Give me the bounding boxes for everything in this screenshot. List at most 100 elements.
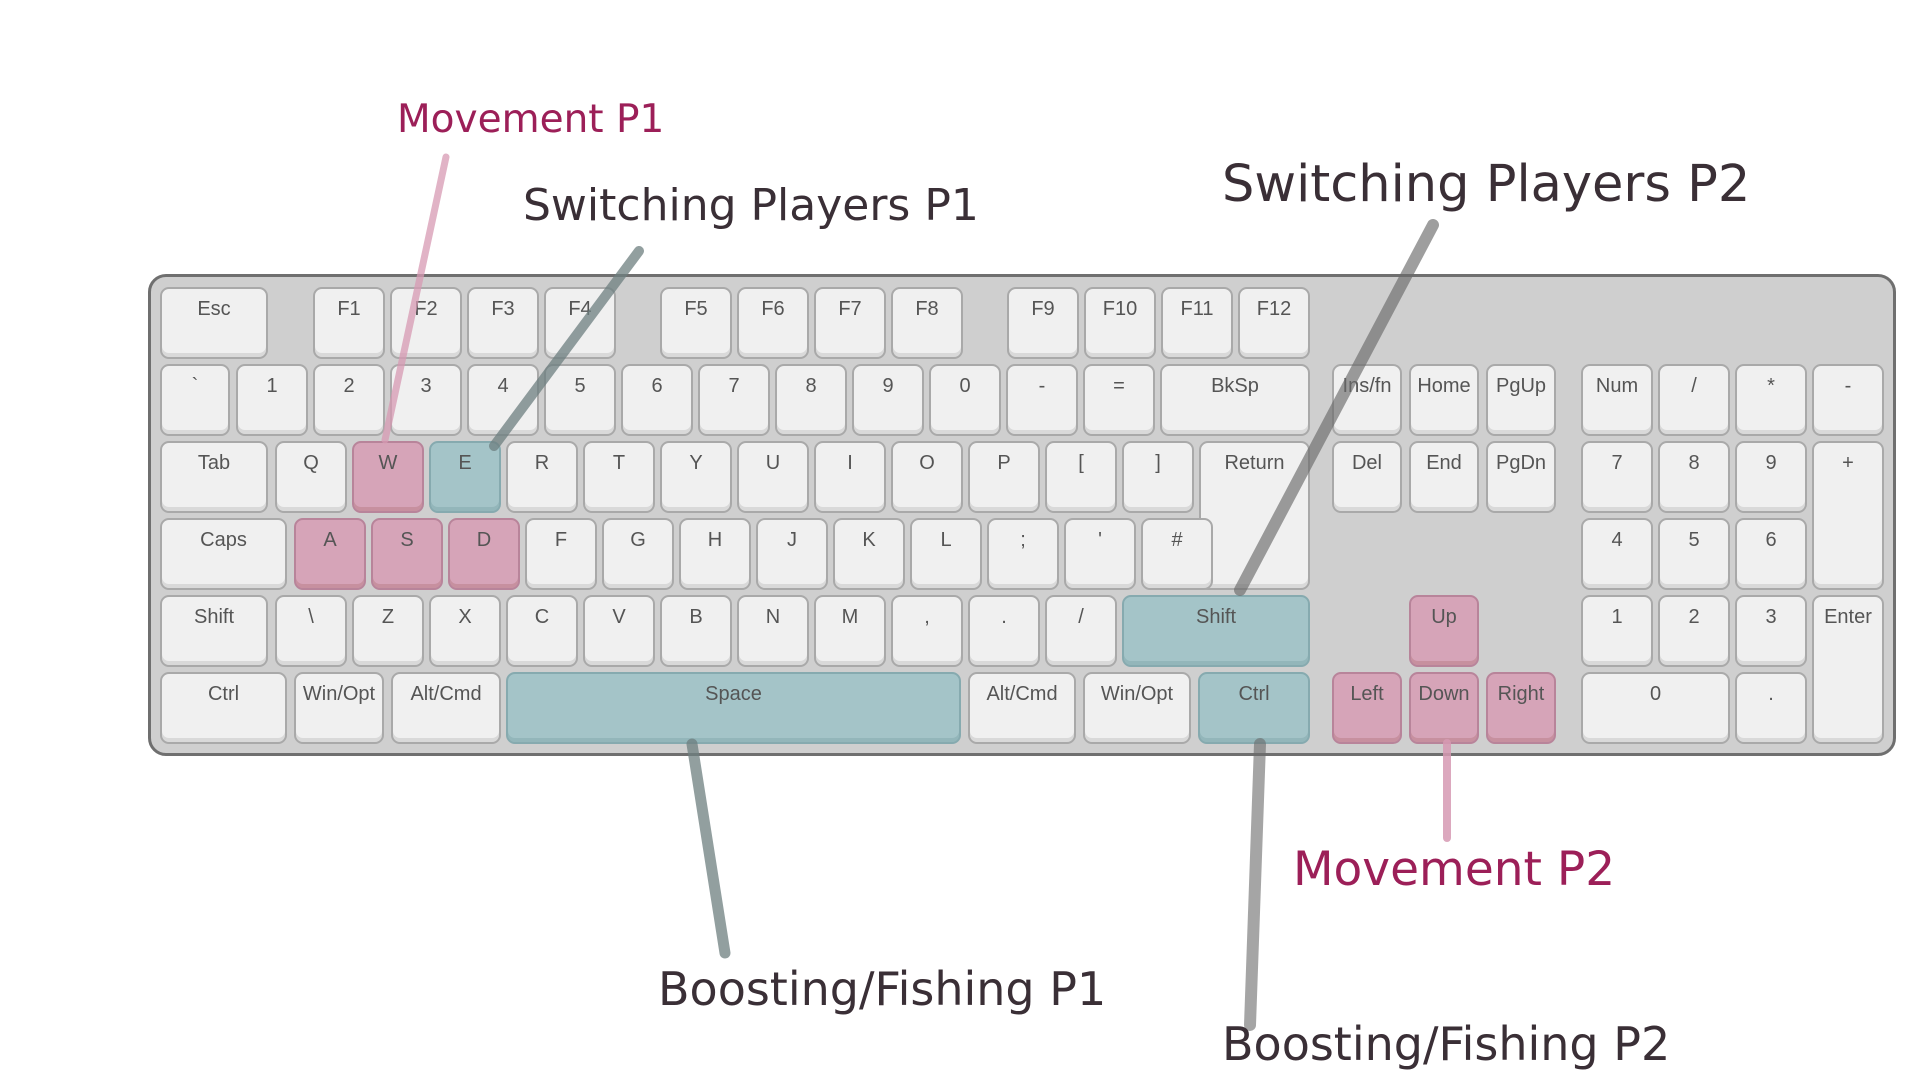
key-np-3[interactable]: 3	[1735, 595, 1807, 667]
key-np-9[interactable]: 9	[1735, 441, 1807, 513]
key-equals[interactable]: =	[1083, 364, 1155, 436]
key-lctrl[interactable]: Ctrl	[160, 672, 287, 744]
key-v[interactable]: V	[583, 595, 655, 667]
key-f9[interactable]: F9	[1007, 287, 1079, 359]
key-r[interactable]: R	[506, 441, 578, 513]
key-1[interactable]: 1	[236, 364, 308, 436]
key-j[interactable]: J	[756, 518, 828, 590]
key-minus[interactable]: -	[1006, 364, 1078, 436]
key-rshift[interactable]: Shift	[1122, 595, 1310, 667]
key-c[interactable]: C	[506, 595, 578, 667]
key-rwin[interactable]: Win/Opt	[1083, 672, 1191, 744]
key-pgup[interactable]: PgUp	[1486, 364, 1556, 436]
key-np-7[interactable]: 7	[1581, 441, 1653, 513]
key-semicolon[interactable]: ;	[987, 518, 1059, 590]
key-6[interactable]: 6	[621, 364, 693, 436]
key-f1[interactable]: F1	[313, 287, 385, 359]
key-del[interactable]: Del	[1332, 441, 1402, 513]
key-q[interactable]: Q	[275, 441, 347, 513]
key-f6[interactable]: F6	[737, 287, 809, 359]
key-backslash[interactable]: \	[275, 595, 347, 667]
key-m[interactable]: M	[814, 595, 886, 667]
key-np-0[interactable]: 0	[1581, 672, 1730, 744]
key-t[interactable]: T	[583, 441, 655, 513]
key-comma[interactable]: ,	[891, 595, 963, 667]
label-movement-p1: Movement P1	[397, 97, 665, 142]
key-f12[interactable]: F12	[1238, 287, 1310, 359]
key-esc[interactable]: Esc	[160, 287, 268, 359]
key-right[interactable]: Right	[1486, 672, 1556, 744]
key-u[interactable]: U	[737, 441, 809, 513]
key-d[interactable]: D	[448, 518, 520, 590]
key-f10[interactable]: F10	[1084, 287, 1156, 359]
label-movement-p2: Movement P2	[1293, 842, 1616, 897]
key-a[interactable]: A	[294, 518, 366, 590]
key-np-star[interactable]: *	[1735, 364, 1807, 436]
key-caps[interactable]: Caps	[160, 518, 287, 590]
key-n[interactable]: N	[737, 595, 809, 667]
key-f11[interactable]: F11	[1161, 287, 1233, 359]
label-switching-players-p1: Switching Players P1	[523, 180, 979, 231]
key-w[interactable]: W	[352, 441, 424, 513]
key-b[interactable]: B	[660, 595, 732, 667]
key-slash[interactable]: /	[1045, 595, 1117, 667]
key-l[interactable]: L	[910, 518, 982, 590]
key-s[interactable]: S	[371, 518, 443, 590]
key-h[interactable]: H	[679, 518, 751, 590]
key-0[interactable]: 0	[929, 364, 1001, 436]
key-lalt[interactable]: Alt/Cmd	[391, 672, 501, 744]
key-lshift[interactable]: Shift	[160, 595, 268, 667]
key-np-1[interactable]: 1	[1581, 595, 1653, 667]
key-f[interactable]: F	[525, 518, 597, 590]
key-num[interactable]: Num	[1581, 364, 1653, 436]
key-np-dot[interactable]: .	[1735, 672, 1807, 744]
key-f8[interactable]: F8	[891, 287, 963, 359]
key-period[interactable]: .	[968, 595, 1040, 667]
label-boosting-fishing-p1: Boosting/Fishing P1	[658, 962, 1107, 1016]
key-pgdn[interactable]: PgDn	[1486, 441, 1556, 513]
key-end[interactable]: End	[1409, 441, 1479, 513]
key-ralt[interactable]: Alt/Cmd	[968, 672, 1076, 744]
key-y[interactable]: Y	[660, 441, 732, 513]
key-lwin[interactable]: Win/Opt	[294, 672, 384, 744]
key-rctrl[interactable]: Ctrl	[1198, 672, 1310, 744]
key-quote[interactable]: '	[1064, 518, 1136, 590]
key-np-8[interactable]: 8	[1658, 441, 1730, 513]
key-f3[interactable]: F3	[467, 287, 539, 359]
key-np-minus[interactable]: -	[1812, 364, 1884, 436]
key-np-4[interactable]: 4	[1581, 518, 1653, 590]
key-left[interactable]: Left	[1332, 672, 1402, 744]
key-np-6[interactable]: 6	[1735, 518, 1807, 590]
key-z[interactable]: Z	[352, 595, 424, 667]
key-f5[interactable]: F5	[660, 287, 732, 359]
key-space[interactable]: Space	[506, 672, 961, 744]
key-home[interactable]: Home	[1409, 364, 1479, 436]
key-np-enter[interactable]: Enter	[1812, 595, 1884, 744]
key-rbracket[interactable]: ]	[1122, 441, 1194, 513]
key-9[interactable]: 9	[852, 364, 924, 436]
key-np-plus[interactable]: +	[1812, 441, 1884, 590]
key-np-slash[interactable]: /	[1658, 364, 1730, 436]
key-hash[interactable]: #	[1141, 518, 1213, 590]
key-np-2[interactable]: 2	[1658, 595, 1730, 667]
key-2[interactable]: 2	[313, 364, 385, 436]
key-5[interactable]: 5	[544, 364, 616, 436]
key-g[interactable]: G	[602, 518, 674, 590]
key-np-5[interactable]: 5	[1658, 518, 1730, 590]
callout-line-boosting-p1	[686, 738, 731, 959]
key-tab[interactable]: Tab	[160, 441, 268, 513]
key-8[interactable]: 8	[775, 364, 847, 436]
key-lbracket[interactable]: [	[1045, 441, 1117, 513]
key-e[interactable]: E	[429, 441, 501, 513]
key-x[interactable]: X	[429, 595, 501, 667]
key-p[interactable]: P	[968, 441, 1040, 513]
key-i[interactable]: I	[814, 441, 886, 513]
key-f7[interactable]: F7	[814, 287, 886, 359]
key-7[interactable]: 7	[698, 364, 770, 436]
key-f2[interactable]: F2	[390, 287, 462, 359]
key-up[interactable]: Up	[1409, 595, 1479, 667]
key-backtick[interactable]: `	[160, 364, 230, 436]
key-bksp[interactable]: BkSp	[1160, 364, 1310, 436]
key-o[interactable]: O	[891, 441, 963, 513]
key-k[interactable]: K	[833, 518, 905, 590]
